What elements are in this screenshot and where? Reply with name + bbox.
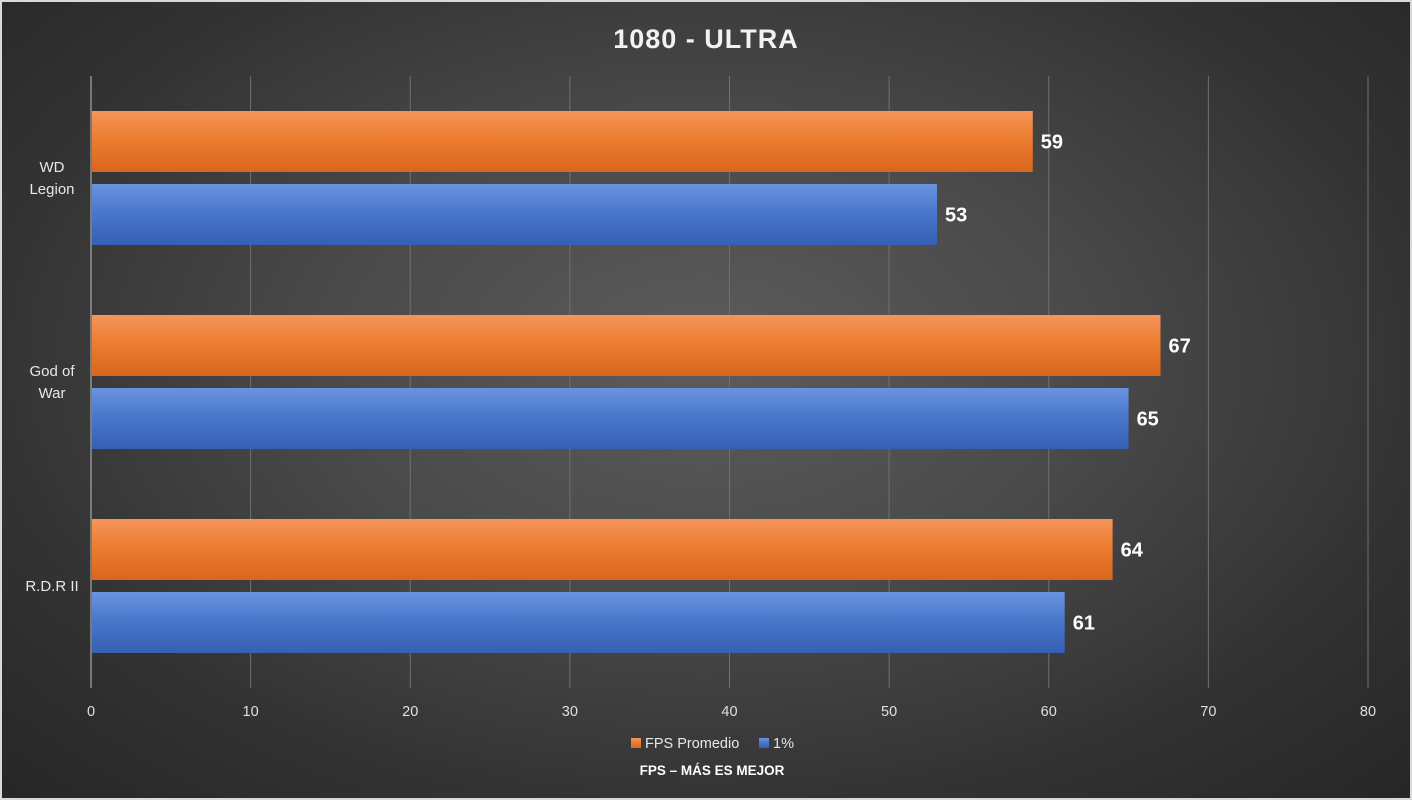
category-label: WD Legion [29, 159, 74, 198]
bars [92, 111, 1161, 653]
x-tick-label: 50 [881, 704, 897, 720]
x-tick-label: 60 [1041, 704, 1057, 720]
x-tick-label: 10 [243, 704, 259, 720]
category-label: God of War [29, 363, 75, 402]
legend-swatch [631, 738, 641, 748]
data-label: 61 [1073, 613, 1095, 635]
legend-item: FPS Promedio [631, 736, 739, 752]
bar-one-percent [92, 592, 1065, 653]
data-label: 59 [1041, 132, 1063, 154]
x-tick-label: 0 [87, 704, 95, 720]
x-tick-label: 70 [1200, 704, 1216, 720]
legend-label: 1% [773, 736, 794, 752]
data-label: 67 [1168, 336, 1190, 358]
x-tick-label: 40 [721, 704, 737, 720]
bar-fps-promedio [92, 519, 1113, 580]
gridlines [250, 76, 1369, 688]
legend-item: 1% [759, 736, 794, 752]
data-label: 64 [1121, 540, 1144, 562]
x-tick-label: 80 [1360, 704, 1376, 720]
legend: FPS Promedio 1% [631, 736, 794, 752]
x-tick-label: 30 [562, 704, 578, 720]
bar-fps-promedio [92, 315, 1161, 376]
legend-swatch [759, 738, 769, 748]
bar-one-percent [92, 184, 938, 245]
data-labels: 59 53 67 65 64 61 [945, 132, 1191, 635]
bar-one-percent [92, 388, 1129, 449]
bar-fps-promedio [92, 111, 1033, 172]
data-label: 65 [1137, 409, 1159, 431]
chart-title: 1080 - ULTRA [613, 24, 799, 54]
x-axis-title: FPS – MÁS ES MEJOR [640, 763, 785, 778]
category-label: R.D.R II [25, 578, 78, 595]
x-axis-ticks: 0 10 20 30 40 50 60 70 80 [87, 704, 1376, 720]
data-label: 53 [945, 205, 967, 227]
category-labels: WD Legion God of War R.D.R II [25, 159, 78, 595]
legend-label: FPS Promedio [645, 736, 739, 752]
x-tick-label: 20 [402, 704, 418, 720]
